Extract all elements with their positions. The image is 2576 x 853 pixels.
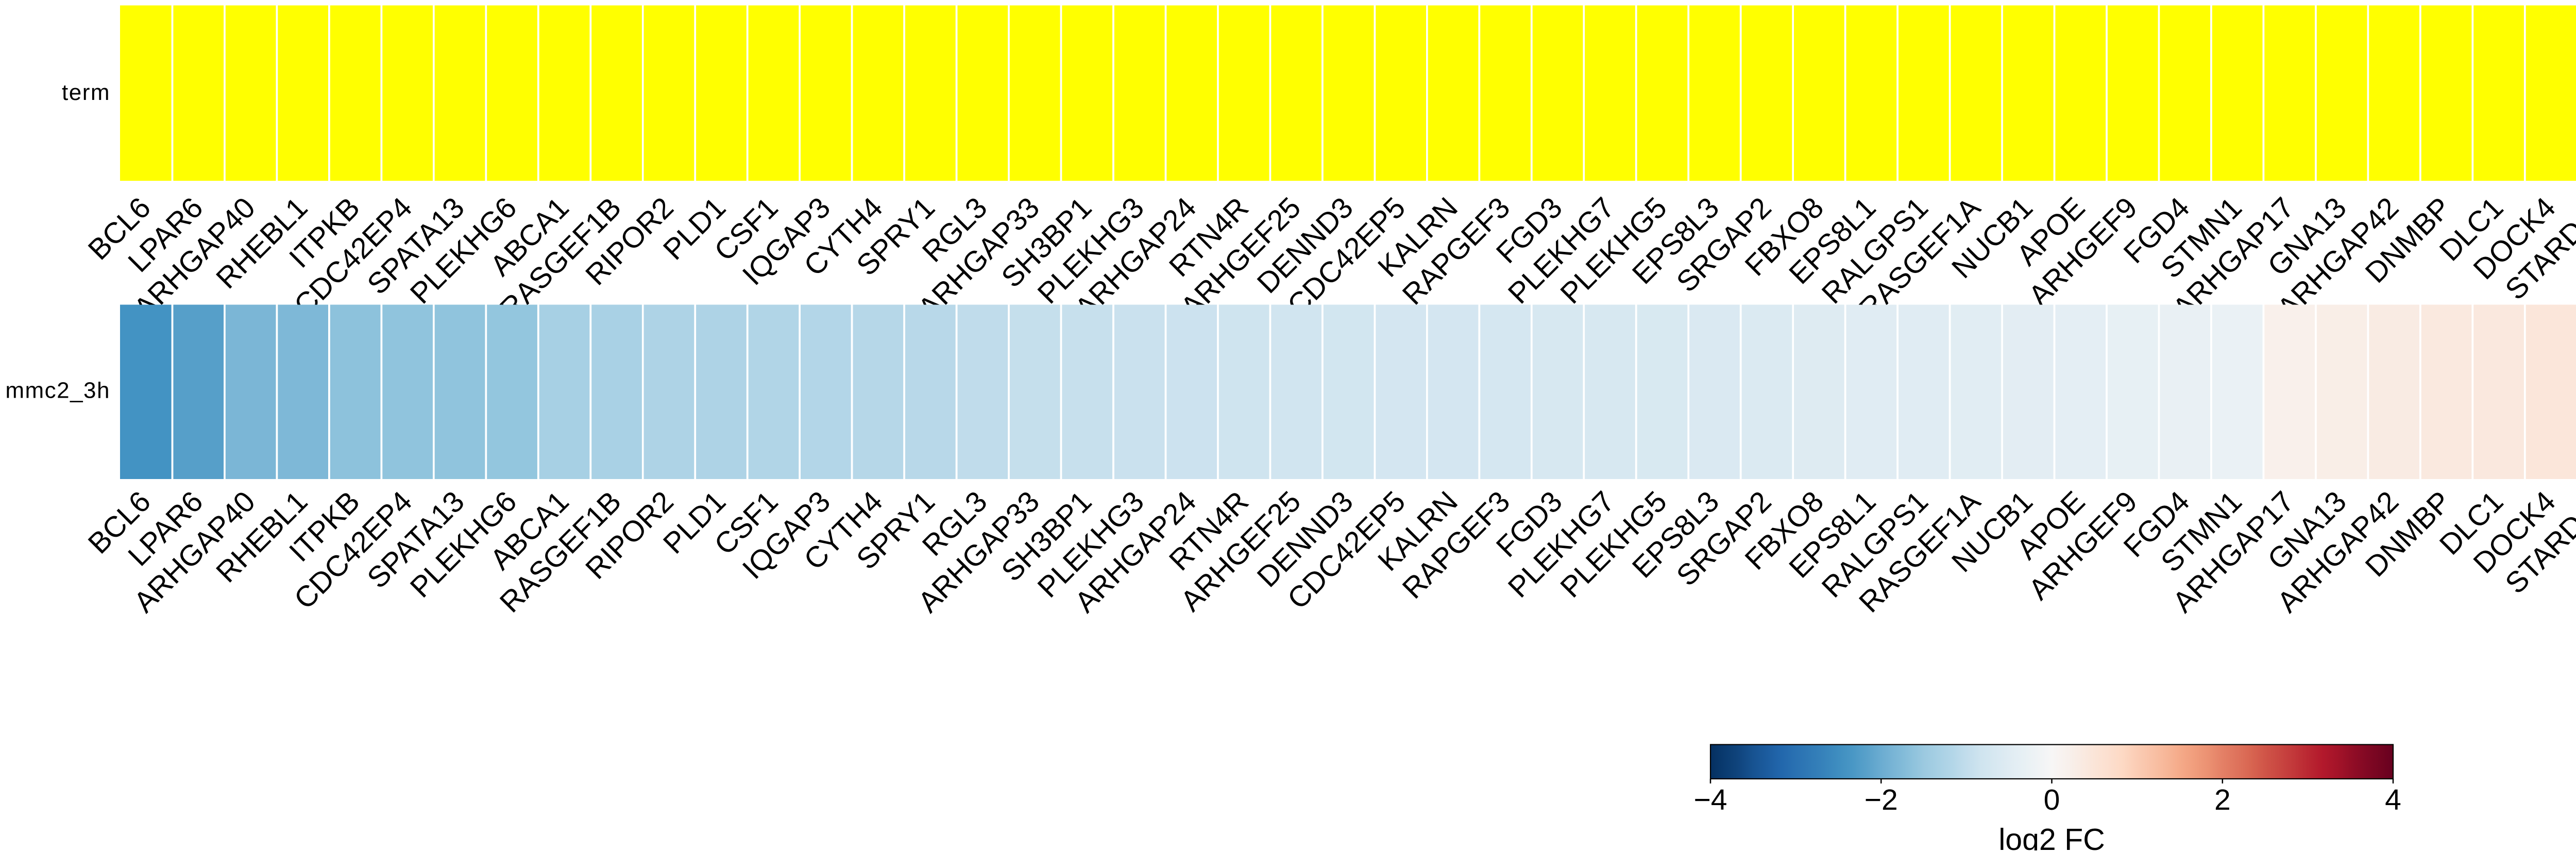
svg-text:mmc2_3h: mmc2_3h [5, 378, 110, 403]
svg-text:log2 FC: log2 FC [1998, 823, 2105, 850]
svg-text:term: term [62, 80, 110, 105]
svg-text:2: 2 [2214, 783, 2231, 816]
svg-text:−2: −2 [1865, 783, 1898, 816]
svg-text:0: 0 [2044, 783, 2060, 816]
svg-text:−4: −4 [1694, 783, 1727, 816]
svg-text:4: 4 [2385, 783, 2401, 816]
